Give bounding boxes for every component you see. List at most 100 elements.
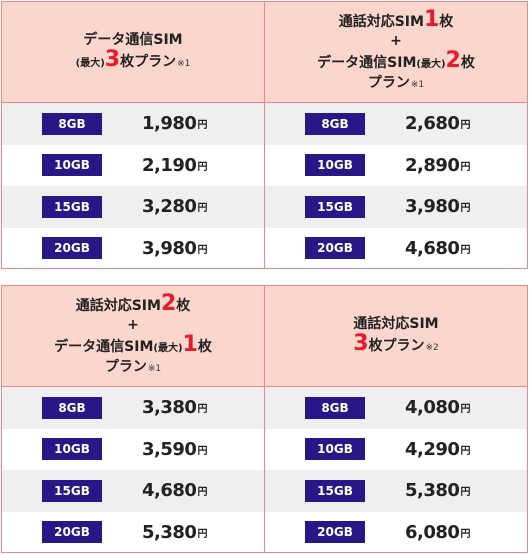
currency-unit: 円 xyxy=(460,445,471,457)
price-value: 3,380 xyxy=(142,397,197,419)
plan-title-line1: 通話対応SIM1枚 xyxy=(338,6,454,32)
plan-title-text: データ通信SIM xyxy=(83,31,183,48)
currency-unit: 円 xyxy=(197,487,208,499)
plan-title-text: 通話対応SIM xyxy=(338,13,424,30)
currency-unit: 円 xyxy=(460,203,471,215)
plan-suffix: 枚プラン xyxy=(120,53,177,70)
currency-unit: 円 xyxy=(197,203,208,215)
price-value: 5,380 xyxy=(405,480,460,502)
table-row: 15GB 5,380 円 xyxy=(265,470,527,512)
currency-unit: 円 xyxy=(460,244,471,256)
data-capacity-badge: 20GB xyxy=(42,237,102,260)
currency-unit: 円 xyxy=(197,445,208,457)
plan-title-text: データ通信SIM xyxy=(317,54,417,71)
plan-title-line1: 通話対応SIM xyxy=(353,315,438,334)
currency-unit: 円 xyxy=(197,244,208,256)
table-row: 15GB 3,980 円 xyxy=(265,186,527,228)
currency-unit: 円 xyxy=(197,120,208,132)
price-value: 4,680 xyxy=(142,480,197,502)
footnote-mark: ※2 xyxy=(425,342,439,353)
plan-header-voice-3: 通話対応SIM 3枚プラン※2 xyxy=(264,286,527,386)
max-label: (最大) xyxy=(75,57,105,69)
table-row: 20GB 4,680 円 xyxy=(265,228,527,270)
data-capacity-badge: 15GB xyxy=(42,479,102,502)
data-capacity-badge: 8GB xyxy=(305,112,365,135)
max-label: (最大) xyxy=(153,342,183,354)
currency-unit: 円 xyxy=(197,528,208,540)
data-capacity-badge: 15GB xyxy=(42,195,102,218)
data-capacity-badge: 15GB xyxy=(305,195,365,218)
table-row: 10GB 2,890 円 xyxy=(265,145,527,187)
table-row: 20GB 5,380 円 xyxy=(2,512,264,554)
price-value: 4,290 xyxy=(405,438,460,460)
currency-unit: 円 xyxy=(197,404,208,416)
data-capacity-badge: 10GB xyxy=(42,438,102,461)
plan-title-text: 通話対応SIM xyxy=(75,297,161,314)
price-value: 4,080 xyxy=(405,397,460,419)
plan-title-line2: データ通信SIM(最大)2枚 xyxy=(317,47,475,74)
sim-count: 3 xyxy=(353,330,369,356)
currency-unit: 円 xyxy=(460,528,471,540)
count-suffix: 枚 xyxy=(439,13,454,30)
max-label: (最大) xyxy=(416,58,446,70)
sim-count: 2 xyxy=(445,47,461,73)
currency-unit: 円 xyxy=(460,161,471,173)
footnote-mark: ※1 xyxy=(177,58,191,69)
price-table-2: 通話対応SIM2枚 + データ通信SIM(最大)1枚 プラン※1 通話対応SIM… xyxy=(1,285,528,553)
table-row: 20GB 6,080 円 xyxy=(265,512,527,554)
currency-unit: 円 xyxy=(460,487,471,499)
data-capacity-badge: 20GB xyxy=(305,237,365,260)
plan-title-line2: 3枚プラン※2 xyxy=(353,330,439,358)
plan-price-column: 8GB 2,680 円 10GB 2,890 円 15GB 3,980 円 20GB 4,68… xyxy=(264,103,527,269)
table-row: 10GB 3,590 円 xyxy=(2,429,264,471)
plan-header-voice2-data1: 通話対応SIM2枚 + データ通信SIM(最大)1枚 プラン※1 xyxy=(2,286,264,386)
data-capacity-badge: 10GB xyxy=(305,154,365,177)
price-value: 5,380 xyxy=(142,521,197,543)
price-value: 2,190 xyxy=(142,154,197,176)
data-capacity-badge: 20GB xyxy=(42,521,102,544)
table-row: 8GB 3,380 円 xyxy=(2,387,264,429)
table-header-row: データ通信SIM (最大)3枚プラン※1 通話対応SIM1枚 + データ通信SI… xyxy=(2,2,527,103)
data-capacity-badge: 15GB xyxy=(305,479,365,502)
price-value: 2,890 xyxy=(405,154,460,176)
table-body: 8GB 1,980 円 10GB 2,190 円 15GB 3,280 円 20GB 3,98… xyxy=(2,103,527,269)
plan-title-line3: プラン※1 xyxy=(105,358,161,379)
plan-suffix: 枚プラン xyxy=(368,337,425,354)
plan-title-text: データ通信SIM xyxy=(54,338,154,355)
plan-header-data-3: データ通信SIM (最大)3枚プラン※1 xyxy=(2,2,264,102)
table-row: 15GB 4,680 円 xyxy=(2,470,264,512)
price-value: 3,280 xyxy=(142,196,197,218)
data-capacity-badge: 8GB xyxy=(42,112,102,135)
plan-title-line2: (最大)3枚プラン※1 xyxy=(75,48,191,74)
table-row: 10GB 4,290 円 xyxy=(265,429,527,471)
footnote-mark: ※1 xyxy=(410,79,425,90)
plan-title-line1: データ通信SIM xyxy=(83,31,182,50)
plus-sign: + xyxy=(127,316,139,333)
price-value: 3,980 xyxy=(405,196,460,218)
currency-unit: 円 xyxy=(460,404,471,416)
table-row: 20GB 3,980 円 xyxy=(2,228,264,270)
price-value: 6,080 xyxy=(405,521,460,543)
table-header-row: 通話対応SIM2枚 + データ通信SIM(最大)1枚 プラン※1 通話対応SIM… xyxy=(2,286,527,387)
price-value: 4,680 xyxy=(405,237,460,259)
sim-count: 1 xyxy=(423,6,440,32)
plan-title-line3: プラン※1 xyxy=(368,74,424,95)
plan-title-text: 通話対応SIM xyxy=(353,315,439,332)
plan-suffix: プラン xyxy=(104,358,147,375)
price-value: 1,980 xyxy=(142,113,197,135)
data-capacity-badge: 8GB xyxy=(305,396,365,419)
data-capacity-badge: 10GB xyxy=(42,154,102,177)
sim-count: 1 xyxy=(182,331,198,357)
plus-sign: + xyxy=(390,32,402,49)
price-value: 3,590 xyxy=(142,438,197,460)
data-capacity-badge: 10GB xyxy=(305,438,365,461)
plan-title-line1: 通話対応SIM2枚 xyxy=(75,292,191,316)
table-row: 10GB 2,190 円 xyxy=(2,145,264,187)
count-suffix: 枚 xyxy=(176,297,191,314)
currency-unit: 円 xyxy=(460,120,471,132)
plan-price-column: 8GB 3,380 円 10GB 3,590 円 15GB 4,680 円 20GB 5,38… xyxy=(2,387,264,553)
plan-header-voice1-data2: 通話対応SIM1枚 + データ通信SIM(最大)2枚 プラン※1 xyxy=(264,2,527,102)
plan-price-column: 8GB 1,980 円 10GB 2,190 円 15GB 3,280 円 20GB 3,98… xyxy=(2,103,264,269)
plan-title-line2: データ通信SIM(最大)1枚 xyxy=(54,331,212,358)
table-row: 8GB 2,680 円 xyxy=(265,103,527,145)
